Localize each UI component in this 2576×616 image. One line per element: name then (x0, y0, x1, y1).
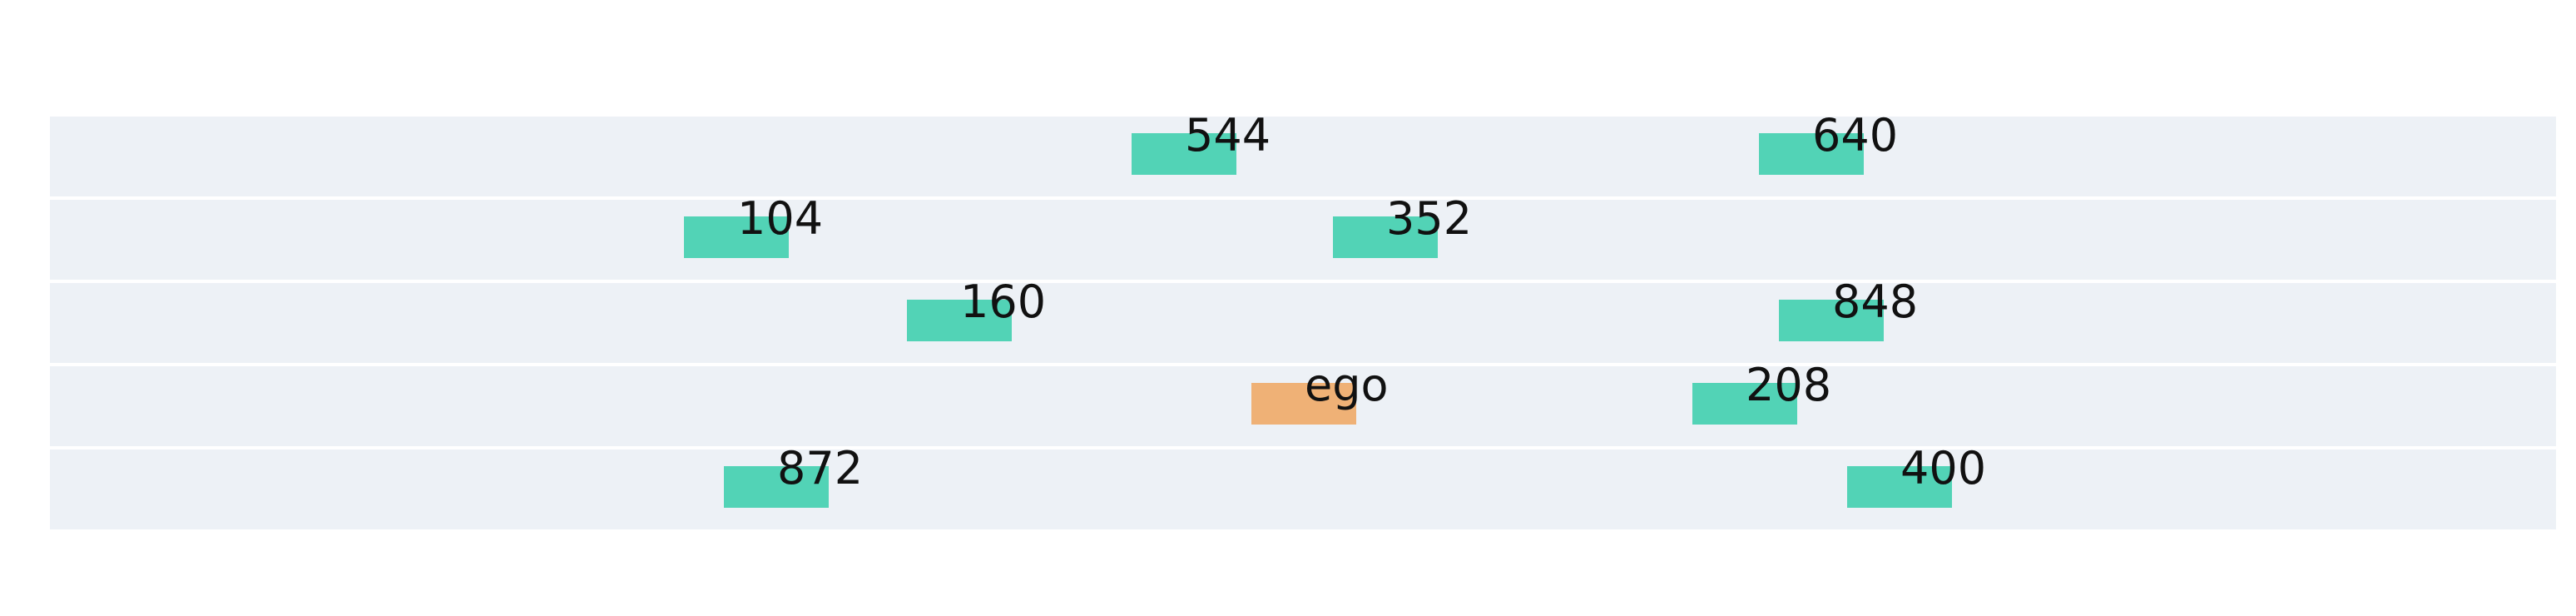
vehicle-label: 160 (960, 280, 1046, 325)
lane-5: 872 400 (50, 450, 2556, 529)
vehicle-label: 640 (1812, 113, 1898, 158)
vehicle-label: ego (1305, 363, 1389, 408)
lane-1: 544 640 (50, 117, 2556, 196)
vehicle-label: 872 (777, 446, 863, 491)
vehicle-label: 400 (1900, 446, 1986, 491)
vehicle-label: 208 (1746, 363, 1831, 408)
lane-3: 160 848 (50, 283, 2556, 363)
lane-2: 104 352 (50, 200, 2556, 280)
vehicle-label: 104 (737, 196, 823, 241)
vehicle-label: 544 (1185, 113, 1271, 158)
vehicle-label: 352 (1386, 196, 1472, 241)
lane-4: ego 208 (50, 366, 2556, 446)
vehicle-label: 848 (1832, 280, 1918, 325)
